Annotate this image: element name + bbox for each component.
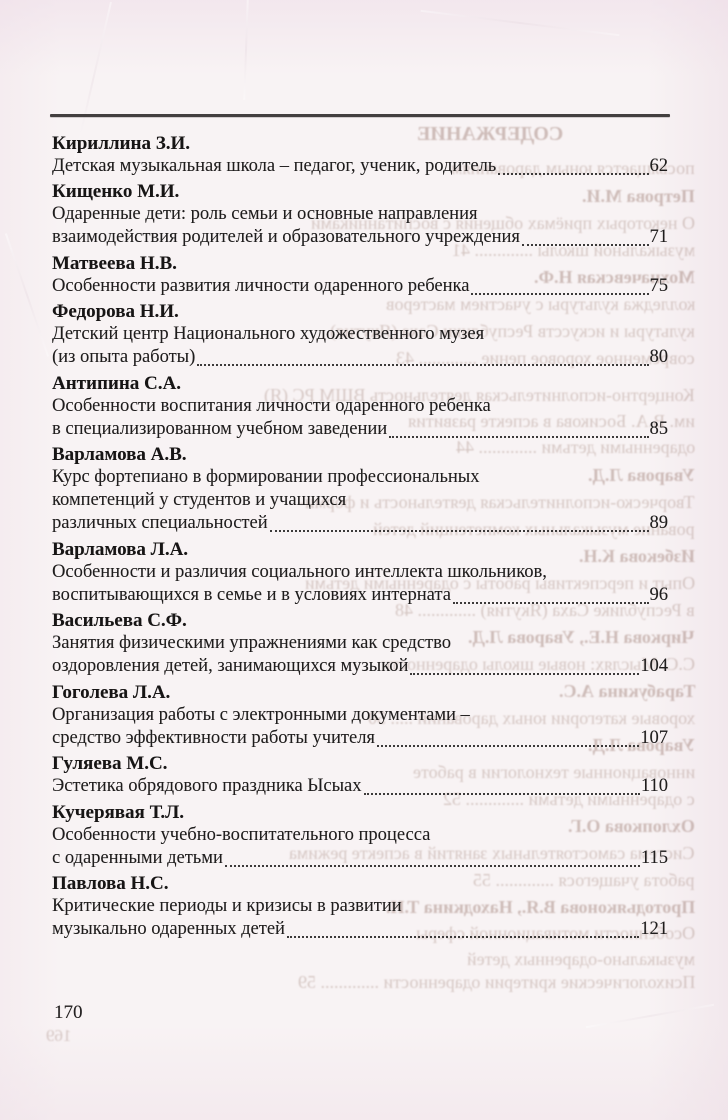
toc-page-ref: 75 <box>649 275 669 296</box>
table-of-contents: Кириллина З.И. Детская музыкальная школа … <box>52 129 668 941</box>
dot-leader <box>376 744 640 747</box>
toc-page-ref: 121 <box>640 919 668 939</box>
dot-leader <box>389 435 649 438</box>
toc-author: Федорова Н.И. <box>52 301 179 322</box>
toc-page-ref: 96 <box>649 584 669 605</box>
toc-title-row: оздоровления детей, занимающихся музыкой… <box>52 655 668 678</box>
toc-page-ref: 115 <box>640 847 668 868</box>
toc-title-line: Особенности учебно-воспитательного проце… <box>52 824 431 845</box>
toc-title-text: взаимодействия родителей и образовательн… <box>52 227 520 247</box>
page-number: 170 <box>54 1002 83 1023</box>
toc-title-line: Особенности и различия социального интел… <box>52 561 547 582</box>
toc-author: Кучерявая Т.Л. <box>52 801 185 823</box>
toc-title-line: Курс фортепиано в формировании профессио… <box>52 467 480 487</box>
toc-author: Павлова Н.С. <box>52 873 169 894</box>
toc-title-row: музыкально одаренных детей 121 <box>52 918 668 941</box>
toc-title-text: различных специальностей <box>52 513 268 533</box>
toc-title-line: Особенности воспитания личности одаренно… <box>52 395 491 416</box>
dot-leader <box>452 601 649 604</box>
toc-title-row: воспитывающихся в семье и в условиях инт… <box>52 584 668 607</box>
toc-title-text: Эстетика обрядового праздника Ысыах <box>52 776 362 796</box>
paper-crease <box>420 9 620 37</box>
dot-leader <box>224 864 640 867</box>
toc-entry: Кищенко М.И. Одаренные дети: роль семьи и… <box>52 180 668 249</box>
toc-author: Гуляева М.С. <box>52 753 168 774</box>
toc-author: Варламова А.В. <box>52 444 187 465</box>
toc-title-line: компетенций у студентов и учащихся <box>52 490 347 510</box>
toc-title-row: различных специальностей 89 <box>52 512 668 535</box>
toc-title-row: Детская музыкальная школа – педагог, уче… <box>52 155 668 178</box>
toc-title-text: Особенности развития личности одаренного… <box>52 275 470 296</box>
dot-leader <box>410 673 640 675</box>
dot-leader <box>498 172 649 175</box>
toc-entry: Васильева С.Ф. Занятия физическими упражн… <box>52 609 668 678</box>
toc-page-ref: 110 <box>640 776 668 796</box>
toc-title-text: с одаренными детьми <box>52 847 223 868</box>
toc-page-ref: 80 <box>649 347 669 367</box>
toc-title-line: Организация работы с электронными докуме… <box>52 704 470 725</box>
toc-entry: Гуляева М.С. Эстетика обрядового праздник… <box>52 752 668 798</box>
paper-crease <box>4 233 50 357</box>
toc-entry: Варламова Л.А. Особенности и различия соц… <box>52 538 668 607</box>
toc-author: Матвеева Н.В. <box>52 252 177 274</box>
toc-entry: Варламова А.В. Курс фортепиано в формиров… <box>52 443 668 535</box>
ghost-line: музыкально-одаренных детей <box>466 949 695 969</box>
ghost-line: 169 <box>46 1026 72 1045</box>
paper-crease <box>585 1003 715 1029</box>
toc-author: Гоголева Л.А. <box>52 681 171 703</box>
toc-page-ref: 71 <box>649 227 669 247</box>
dot-leader <box>363 793 640 795</box>
toc-entry: Кириллина З.И. Детская музыкальная школа … <box>52 132 668 178</box>
toc-title-row: с одаренными детьми 115 <box>52 847 668 870</box>
toc-title-line: Детский центр Национального художественн… <box>52 324 485 344</box>
toc-page-ref: 85 <box>649 418 669 439</box>
toc-author: Кириллина З.И. <box>52 132 191 154</box>
toc-title-text: средство эффективности работы учителя <box>52 727 375 748</box>
toc-title-row: Эстетика обрядового праздника Ысыах 110 <box>52 775 668 798</box>
toc-page-ref: 107 <box>640 727 668 748</box>
toc-title-line: Одаренные дети: роль семьи и основные на… <box>52 204 478 224</box>
toc-title-row: в специализированном учебном заведении 85 <box>52 418 668 441</box>
toc-title-row: Особенности развития личности одаренного… <box>52 275 668 298</box>
toc-author: Васильева С.Ф. <box>52 610 187 631</box>
header-rule <box>50 114 670 117</box>
toc-entry: Гоголева Л.А. Организация работы с электр… <box>52 681 668 750</box>
toc-title-text: в специализированном учебном заведении <box>52 418 388 439</box>
toc-title-line: Критические периоды и кризисы в развитии <box>52 896 402 916</box>
dot-leader <box>286 936 640 938</box>
toc-title-row: средство эффективности работы учителя 107 <box>52 727 668 750</box>
toc-page-ref: 89 <box>649 513 669 533</box>
toc-title-text: оздоровления детей, занимающихся музыкой <box>52 656 409 676</box>
toc-page-ref: 62 <box>649 155 669 176</box>
toc-author: Антипина С.А. <box>52 372 181 394</box>
dot-leader <box>269 530 649 532</box>
dot-leader <box>521 244 649 246</box>
toc-entry: Павлова Н.С. Критические периоды и кризис… <box>52 872 668 941</box>
toc-title-row: взаимодействия родителей и образовательн… <box>52 226 668 249</box>
paper-crease <box>243 0 249 101</box>
toc-title-row: (из опыта работы) 80 <box>52 346 668 369</box>
ghost-line: Психологические критерии одаренности ...… <box>297 972 695 992</box>
dot-leader <box>471 292 649 295</box>
toc-entry: Матвеева Н.В. Особенности развития личнос… <box>52 252 668 298</box>
toc-entry: Антипина С.А. Особенности воспитания личн… <box>52 372 668 441</box>
toc-title-text: (из опыта работы) <box>52 347 196 367</box>
toc-title-text: музыкально одаренных детей <box>52 919 285 939</box>
toc-author: Варламова Л.А. <box>52 538 189 560</box>
toc-page-ref: 104 <box>640 656 668 676</box>
toc-author: Кищенко М.И. <box>52 181 180 202</box>
toc-entry: Кучерявая Т.Л. Особенности учебно-воспита… <box>52 801 668 870</box>
toc-title-line: Занятия физическими упражнениями как сре… <box>52 633 451 653</box>
toc-title-text: воспитывающихся в семье и в условиях инт… <box>52 584 451 605</box>
toc-title-text: Детская музыкальная школа – педагог, уче… <box>52 155 497 176</box>
dot-leader <box>197 364 649 366</box>
toc-entry: Федорова Н.И. Детский центр Национального… <box>52 300 668 369</box>
